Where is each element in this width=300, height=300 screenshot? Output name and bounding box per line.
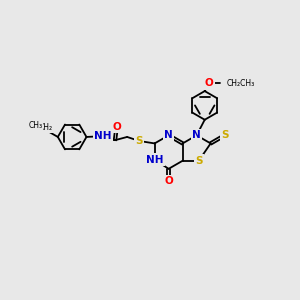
Text: S: S [221, 130, 228, 140]
Text: N: N [164, 130, 173, 140]
Text: O: O [112, 122, 121, 132]
Text: S: S [136, 136, 143, 146]
Text: CH₂CH₃: CH₂CH₃ [227, 79, 255, 88]
Text: NH: NH [94, 131, 112, 141]
Text: N: N [192, 130, 201, 140]
Text: O: O [164, 176, 173, 186]
Text: S: S [195, 156, 202, 166]
Text: O: O [205, 78, 214, 88]
Text: CH₃: CH₃ [29, 121, 43, 130]
Text: NH: NH [146, 154, 164, 165]
Text: CH₂: CH₂ [39, 123, 53, 132]
